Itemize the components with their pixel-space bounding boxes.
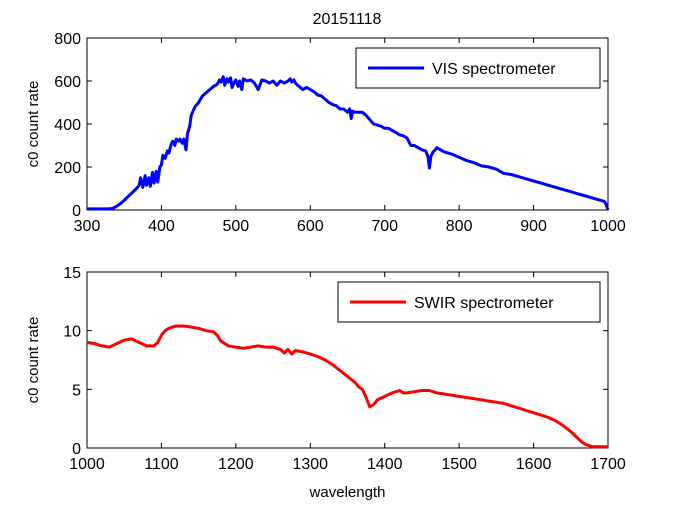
- vis-y-tick-label: 0: [72, 203, 81, 220]
- swir-legend-label: SWIR spectrometer: [414, 295, 554, 312]
- vis-x-tick-label: 800: [446, 218, 473, 235]
- swir-y-tick-label: 5: [72, 382, 81, 399]
- swir-series-line: [86, 324, 608, 449]
- swir-x-tick-label: 1100: [144, 456, 179, 473]
- vis-x-tick-label: 300: [74, 218, 101, 235]
- vis-y-tick-label: 400: [54, 117, 81, 134]
- swir-x-tick-label: 1400: [367, 456, 403, 473]
- swir-x-tick-label: 1700: [590, 456, 626, 473]
- vis-chart-panel: 300 400 500 600 700 800 900 1000 0 200 400 600 800 c0…: [25, 31, 626, 235]
- swir-x-tick-label: 1600: [516, 456, 552, 473]
- vis-x-tick-label: 400: [148, 218, 175, 235]
- figure-title: 20151118: [313, 11, 382, 28]
- swir-x-tick-label: 1300: [292, 456, 328, 473]
- vis-y-tick-label: 800: [54, 31, 81, 48]
- swir-x-tick-label: 1200: [218, 456, 254, 473]
- vis-x-tick-label: 1000: [590, 218, 626, 235]
- vis-y-axis-label: c0 count rate: [25, 81, 42, 168]
- vis-x-tick-label: 900: [520, 218, 547, 235]
- swir-x-tick-label: 1500: [441, 456, 477, 473]
- vis-x-tick-label: 500: [223, 218, 250, 235]
- swir-y-axis-label: c0 count rate: [25, 317, 42, 404]
- swir-y-tick-label: 10: [63, 324, 81, 341]
- vis-x-tick-label: 700: [371, 218, 398, 235]
- swir-y-tick-label: 15: [63, 265, 81, 282]
- vis-series-line: [87, 75, 610, 211]
- vis-x-tick-label: 600: [297, 218, 324, 235]
- swir-chart-panel: 1000 1100 1200 1300 1400 1500 1600 1700 0 5 10 15 c0…: [25, 265, 626, 501]
- vis-y-tick-label: 200: [54, 160, 81, 177]
- swir-y-tick-label: 0: [72, 441, 81, 458]
- vis-legend-label: VIS spectrometer: [432, 61, 556, 78]
- swir-x-axis-label: wavelength: [309, 484, 386, 501]
- swir-x-tick-label: 1000: [69, 456, 105, 473]
- vis-y-tick-label: 600: [54, 74, 81, 91]
